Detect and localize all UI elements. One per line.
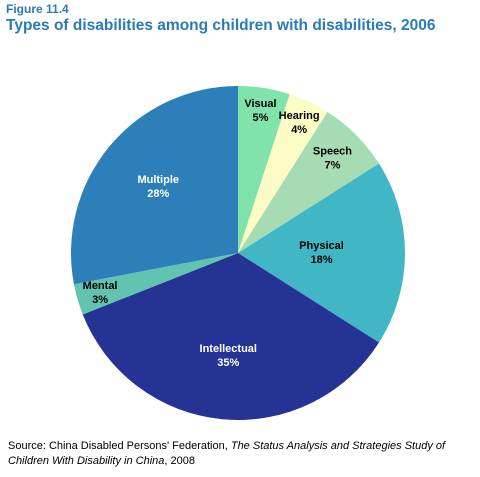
slice-value-label: 3% <box>92 294 108 306</box>
pie-slice <box>82 253 380 421</box>
source-title: The Status Analysis and Strategies Study… <box>8 440 446 467</box>
slice-value-label: 5% <box>253 112 269 124</box>
slice-value-label: 18% <box>310 254 332 266</box>
slice-label: Multiple <box>137 174 179 186</box>
slice-label: Hearing <box>279 110 320 122</box>
pie-slice <box>71 86 238 285</box>
slice-label: Mental <box>83 280 118 292</box>
slice-value-label: 35% <box>217 357 239 369</box>
source-suffix: , 2008 <box>164 455 195 467</box>
slice-value-label: 4% <box>291 124 307 136</box>
pie-slice <box>238 111 380 253</box>
figure-label: Figure 11.4 <box>6 2 69 16</box>
slice-label: Visual <box>244 98 276 110</box>
slice-value-label: 28% <box>147 188 169 200</box>
pie-slice <box>73 253 238 315</box>
pie-slice <box>238 86 290 253</box>
pie-slice <box>238 163 406 343</box>
slice-label: Physical <box>299 240 344 252</box>
source-note: Source: China Disabled Persons' Federati… <box>8 439 448 469</box>
source-prefix: Source: China Disabled Persons' Federati… <box>8 440 231 452</box>
pie-slice <box>238 94 328 254</box>
chart-title: Types of disabilities among children wit… <box>6 17 436 34</box>
slice-value-label: 7% <box>325 159 341 171</box>
chart: Visual 5% Hearing 4% Speech 7% Physical 18% Inte… <box>71 86 406 421</box>
slice-label: Speech <box>313 145 352 157</box>
slice-label: Intellectual <box>200 343 257 355</box>
